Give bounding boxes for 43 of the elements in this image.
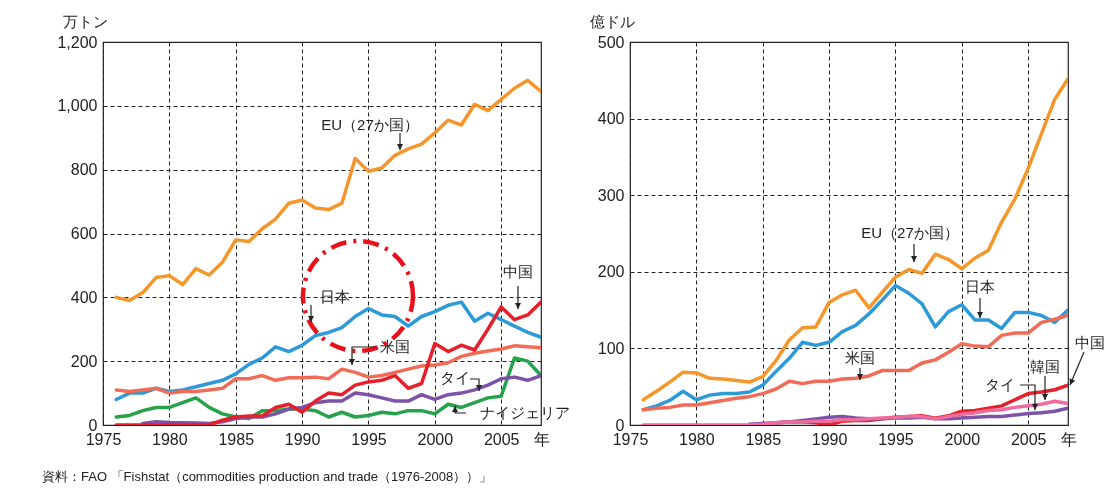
y-axis-title: 万トン xyxy=(63,12,108,30)
series-label: タイ xyxy=(440,369,470,386)
y-tick-label: 600 xyxy=(70,225,98,242)
y-tick-label: 500 xyxy=(597,33,625,51)
x-tick-label: 1990 xyxy=(811,430,848,448)
series-label: 日本 xyxy=(965,278,995,295)
series-label: ナイジェリア xyxy=(480,404,570,421)
y-tick-label: 100 xyxy=(597,339,625,357)
x-tick-label: 1980 xyxy=(679,430,715,448)
x-tick-label: 1985 xyxy=(218,430,255,448)
text: 中国 xyxy=(1075,334,1105,351)
series-label: 韓国 xyxy=(1030,358,1060,375)
x-tick-label: 1995 xyxy=(351,430,387,448)
y-tick-label: 400 xyxy=(70,288,98,306)
series-label: 中国 xyxy=(503,263,533,280)
series-label: 米国 xyxy=(845,349,875,366)
series-label: EU（27か国） xyxy=(861,224,959,241)
y-tick-label: 1,200 xyxy=(57,33,98,51)
line-series xyxy=(641,399,1068,425)
x-tick-label: 1980 xyxy=(152,430,188,448)
line-series xyxy=(114,78,541,303)
series-label: 日本 xyxy=(320,288,350,305)
x-axis-title: 年 xyxy=(533,430,550,448)
x-tick-label: 2000 xyxy=(944,430,981,448)
x-tick-label: 2005 xyxy=(1010,430,1047,448)
line-series xyxy=(641,313,1068,412)
x-tick-label: 2000 xyxy=(417,430,454,448)
y-axis-title: 億ドル xyxy=(590,12,635,30)
y-tick-label: 1,000 xyxy=(57,97,98,115)
y-tick-label: 300 xyxy=(597,186,625,204)
y-tick-label: 200 xyxy=(597,263,625,281)
y-tick-label: 800 xyxy=(70,161,98,179)
x-tick-label: 2005 xyxy=(483,430,520,448)
x-axis-title: 年 xyxy=(1060,430,1077,448)
y-tick-label: 400 xyxy=(597,110,625,128)
series-label: タイ xyxy=(985,376,1015,393)
text: 資料：FAO 「Fishstat（commodities production and trade（1976-2008））」 xyxy=(42,468,493,486)
x-tick-label: 1990 xyxy=(284,430,321,448)
x-tick-label: 1985 xyxy=(745,430,782,448)
series-label: 米国 xyxy=(380,338,410,355)
x-tick-label: 1995 xyxy=(878,430,914,448)
line-series xyxy=(641,77,1068,402)
y-tick-label: 200 xyxy=(70,352,98,370)
